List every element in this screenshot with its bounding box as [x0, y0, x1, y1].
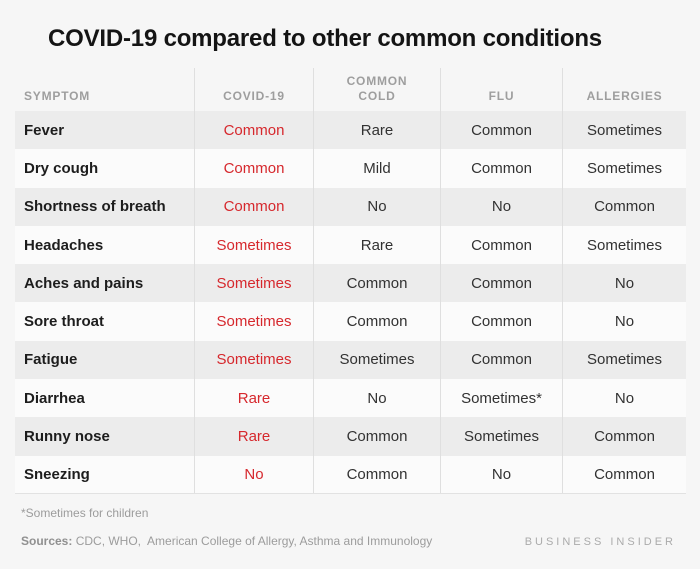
value-cell-flu: Common [440, 340, 562, 380]
value-cell-cold: No [313, 187, 440, 226]
column-header-commoncold: COMMON COLD [313, 68, 440, 111]
value-cell-covid19: Common [194, 111, 313, 150]
value-cell-allergies: No [562, 302, 686, 341]
table-row: Diarrhea Rare No Sometimes* No [15, 379, 686, 418]
value-cell-cold: Mild [313, 149, 440, 188]
value-cell-allergies: Common [562, 455, 686, 493]
value-cell-covid19: Common [194, 187, 313, 226]
table-row: Sneezing No Common No Common [15, 455, 686, 494]
page-title: COVID-19 compared to other common condit… [48, 25, 602, 52]
value-cell-covid19: Sometimes [194, 225, 313, 265]
value-cell-flu: Sometimes [440, 417, 562, 456]
table-row: Runny nose Rare Common Sometimes Common [15, 417, 686, 456]
value-cell-cold: Rare [313, 225, 440, 265]
value-cell-covid19: Common [194, 149, 313, 188]
symptom-cell: Headaches [24, 236, 104, 254]
value-cell-flu: Sometimes* [440, 379, 562, 418]
value-cell-cold: No [313, 379, 440, 418]
value-cell-allergies: No [562, 379, 686, 418]
symptom-cell: Dry cough [24, 159, 99, 177]
column-header-allergies: ALLERGIES [562, 68, 686, 111]
value-cell-allergies: Common [562, 417, 686, 456]
value-cell-covid19: Sometimes [194, 340, 313, 380]
value-cell-allergies: Sometimes [562, 111, 686, 150]
symptom-cell: Aches and pains [24, 274, 144, 292]
header-row: SYMPTOM COVID-19 COMMON COLD FLU ALLERGI… [15, 68, 686, 111]
value-cell-covid19: Sometimes [194, 302, 313, 341]
value-cell-flu: No [440, 455, 562, 493]
value-cell-cold: Common [313, 264, 440, 303]
sources-text: CDC, WHO, American College of Allergy, A… [72, 534, 433, 548]
footnote: *Sometimes for children [21, 506, 149, 520]
value-cell-cold: Common [313, 302, 440, 341]
value-cell-covid19: Rare [194, 417, 313, 456]
symptom-cell: Fever [24, 121, 65, 139]
sources-note: Sources: CDC, WHO, American College of A… [21, 534, 432, 548]
value-cell-flu: No [440, 187, 562, 226]
value-cell-covid19: Rare [194, 379, 313, 418]
column-header-flu: FLU [440, 68, 562, 111]
column-header-covid19: COVID-19 [194, 68, 313, 111]
value-cell-cold: Rare [313, 111, 440, 150]
symptom-cell: Diarrhea [24, 389, 85, 407]
value-cell-allergies: No [562, 264, 686, 303]
value-cell-flu: Common [440, 302, 562, 341]
value-cell-allergies: Sometimes [562, 149, 686, 188]
value-cell-covid19: No [194, 455, 313, 493]
symptom-cell: Sneezing [24, 465, 90, 483]
value-cell-cold: Sometimes [313, 340, 440, 380]
comparison-table: SYMPTOM COVID-19 COMMON COLD FLU ALLERGI… [15, 68, 686, 494]
value-cell-allergies: Common [562, 187, 686, 226]
value-cell-allergies: Sometimes [562, 225, 686, 265]
business-insider-logo: BUSINESS INSIDER [524, 536, 676, 548]
value-cell-cold: Common [313, 455, 440, 493]
value-cell-allergies: Sometimes [562, 340, 686, 380]
symptom-cell: Runny nose [24, 428, 110, 446]
value-cell-cold: Common [313, 417, 440, 456]
table-row: Fever Common Rare Common Sometimes [15, 111, 686, 150]
symptom-cell: Shortness of breath [24, 198, 166, 216]
table-row: Fatigue Sometimes Sometimes Common Somet… [15, 340, 686, 380]
table-row: Dry cough Common Mild Common Sometimes [15, 149, 686, 188]
symptom-cell: Sore throat [24, 313, 105, 331]
table-row: Headaches Sometimes Rare Common Sometime… [15, 225, 686, 265]
table-row: Aches and pains Sometimes Common Common … [15, 264, 686, 303]
column-header-symptom: SYMPTOM [24, 89, 91, 103]
value-cell-flu: Common [440, 111, 562, 150]
value-cell-flu: Common [440, 149, 562, 188]
table-row: Sore throat Sometimes Common Common No [15, 302, 686, 341]
value-cell-flu: Common [440, 264, 562, 303]
value-cell-flu: Common [440, 225, 562, 265]
value-cell-covid19: Sometimes [194, 264, 313, 303]
sources-label: Sources: [21, 534, 73, 548]
symptom-cell: Fatigue [24, 351, 78, 369]
table-row: Shortness of breath Common No No Common [15, 187, 686, 226]
